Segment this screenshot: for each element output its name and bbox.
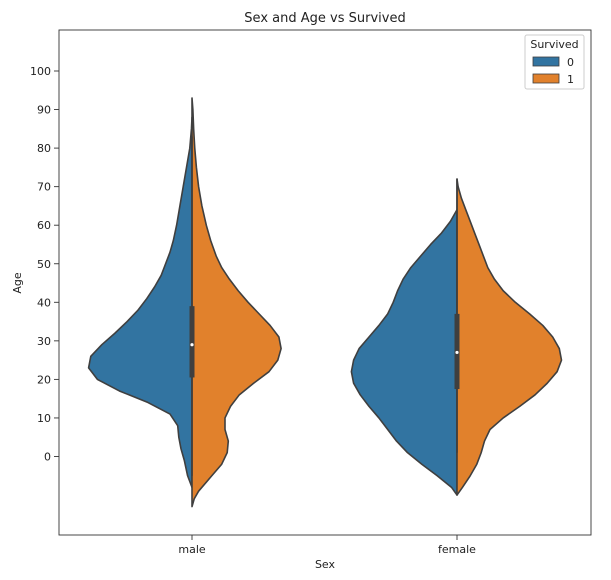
y-tick-label: 30 [37,335,51,348]
y-tick-label: 20 [37,373,51,386]
x-tick-label-male: male [178,543,206,556]
y-tick-label: 90 [37,104,51,117]
chart-title: Sex and Age vs Survived [244,11,405,26]
y-tick-label: 80 [37,142,51,155]
x-tick-label-female: female [438,543,476,556]
y-tick-label: 0 [44,451,51,464]
iqr-box-male [189,306,195,378]
violin-half-female-survived-0 [350,208,458,496]
legend-title: Survived [530,38,578,51]
y-tick-label: 100 [30,65,51,78]
legend-label-1: 1 [567,73,574,86]
legend: Survived 0 1 [524,34,585,90]
median-point-male [190,343,194,347]
violins-layer [87,97,563,508]
y-tick-label: 50 [37,258,51,271]
y-axis-label: Age [11,272,24,294]
violin-female [350,178,563,496]
x-axis-label: Sex [315,558,336,571]
y-tick-label: 10 [37,412,51,425]
y-axis: 0 10 20 30 40 50 60 70 80 90 100 [30,65,59,464]
violin-half-male-survived-0 [87,116,193,489]
x-axis: male female [178,535,476,556]
legend-swatch-1 [532,73,560,84]
y-tick-label: 70 [37,181,51,194]
violin-half-female-survived-1 [456,178,563,496]
median-point-female [455,350,459,355]
plot-frame [58,29,592,536]
legend-swatch-0 [532,56,560,67]
y-tick-label: 40 [37,296,51,309]
y-tick-label: 60 [37,219,51,232]
violin-half-male-survived-1 [191,97,282,508]
legend-label-0: 0 [567,56,574,69]
violin-male [87,97,282,508]
